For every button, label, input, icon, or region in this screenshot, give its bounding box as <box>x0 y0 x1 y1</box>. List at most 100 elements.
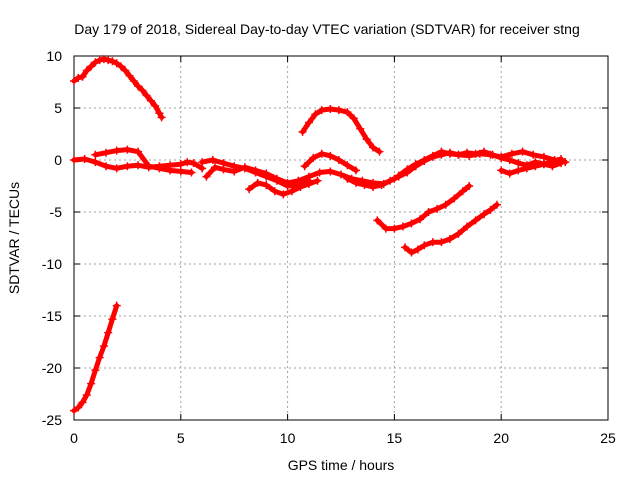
series-arc-4 <box>91 145 196 177</box>
data-point <box>279 190 288 199</box>
data-point <box>375 147 384 156</box>
data-point <box>210 163 219 172</box>
data-point <box>176 160 185 169</box>
series-arc-11 <box>373 182 474 233</box>
x-tick-label: 15 <box>387 430 403 446</box>
data-point <box>465 182 474 190</box>
data-point <box>351 178 360 187</box>
series-trace <box>300 106 382 155</box>
data-point <box>125 71 134 80</box>
data-point <box>155 109 164 118</box>
data-point <box>514 166 523 175</box>
x-tick-label: 0 <box>70 430 78 446</box>
data-point <box>95 353 104 362</box>
data-point <box>471 149 480 158</box>
x-tick-label: 5 <box>177 430 185 446</box>
data-point <box>326 151 335 160</box>
data-point <box>189 159 198 168</box>
y-axis: 10 5 0 -5 -10 -15 -20 -25 <box>42 48 608 428</box>
data-point <box>311 110 320 119</box>
data-point <box>529 150 538 159</box>
data-point <box>488 150 497 159</box>
data-point <box>369 143 378 152</box>
data-point <box>116 62 125 71</box>
y-tick-label: 10 <box>46 48 62 64</box>
data-point <box>262 180 271 189</box>
data-point <box>539 152 548 161</box>
data-point <box>123 145 132 154</box>
y-tick-label: -20 <box>42 360 62 376</box>
data-point <box>420 241 429 250</box>
data-point <box>198 158 207 167</box>
data-point <box>104 328 113 337</box>
data-point <box>70 156 78 164</box>
data-point <box>134 82 143 91</box>
data-point <box>108 57 117 66</box>
data-point <box>91 58 100 67</box>
data-point <box>70 406 78 415</box>
data-point <box>381 224 390 233</box>
series-arc-13 <box>394 147 566 180</box>
data-point <box>121 66 130 75</box>
data-point <box>343 174 352 183</box>
data-point <box>351 166 360 175</box>
data-point <box>514 159 523 168</box>
data-point <box>450 194 459 203</box>
data-point <box>518 147 527 156</box>
data-point <box>99 55 108 64</box>
data-point <box>87 62 96 71</box>
data-point <box>102 148 111 157</box>
data-point <box>437 238 446 247</box>
series-trace <box>71 303 120 414</box>
data-point <box>445 149 454 158</box>
data-series <box>70 55 570 415</box>
series-arc-1 <box>70 55 166 122</box>
data-point <box>428 238 437 247</box>
data-point <box>304 118 313 127</box>
data-point <box>129 76 138 85</box>
data-point <box>245 185 254 194</box>
data-point <box>420 156 429 164</box>
data-point <box>343 108 352 117</box>
data-point <box>208 156 217 164</box>
data-point <box>349 114 358 123</box>
data-point <box>112 164 121 173</box>
data-point <box>219 159 228 168</box>
data-point <box>270 187 279 196</box>
plot-frame <box>73 55 609 421</box>
data-point <box>108 315 117 324</box>
data-point <box>304 179 313 188</box>
series-trace <box>92 147 194 175</box>
data-point <box>463 148 472 157</box>
data-point <box>123 162 132 171</box>
data-point <box>413 245 422 254</box>
data-point <box>334 106 343 115</box>
data-point <box>262 172 271 181</box>
x-tick-label: 20 <box>493 430 509 446</box>
data-point <box>251 168 260 177</box>
data-point <box>480 210 489 219</box>
y-tick-label: 5 <box>54 100 62 116</box>
grid-lines <box>74 56 608 420</box>
data-point <box>356 124 365 133</box>
series-trace <box>71 56 165 120</box>
data-point <box>360 180 369 189</box>
data-point <box>377 180 386 189</box>
data-point <box>183 158 192 167</box>
series-arc-9 <box>298 105 384 156</box>
data-point <box>386 176 395 185</box>
data-point <box>78 72 87 81</box>
data-point <box>166 166 175 175</box>
data-point <box>230 162 239 171</box>
data-point <box>70 76 78 85</box>
series-arc-14 <box>497 154 566 178</box>
data-point <box>112 59 121 68</box>
y-tick-label: -5 <box>50 204 63 220</box>
data-point <box>82 391 91 400</box>
data-point <box>441 200 450 209</box>
data-point <box>315 168 324 177</box>
data-point <box>142 91 151 100</box>
data-point <box>87 379 96 388</box>
data-point <box>176 167 185 176</box>
data-point <box>202 172 211 181</box>
